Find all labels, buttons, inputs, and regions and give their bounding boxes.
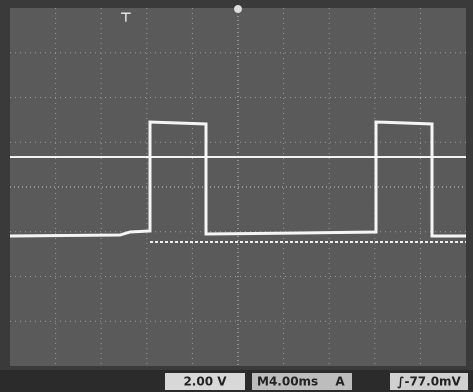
- trigger-channel: A: [335, 375, 345, 389]
- time-per-div: M4.00ms: [257, 375, 318, 389]
- trigger-level: ∫-77.0mV: [397, 375, 461, 389]
- volts-per-div: 2.00 V: [183, 375, 227, 389]
- trigger-marker: ⊤: [120, 11, 132, 26]
- trigger-position-marker: [234, 5, 242, 13]
- oscilloscope-screen: ⊤ 2.00 V M4.00ms A ∫-77.0mV: [0, 0, 473, 392]
